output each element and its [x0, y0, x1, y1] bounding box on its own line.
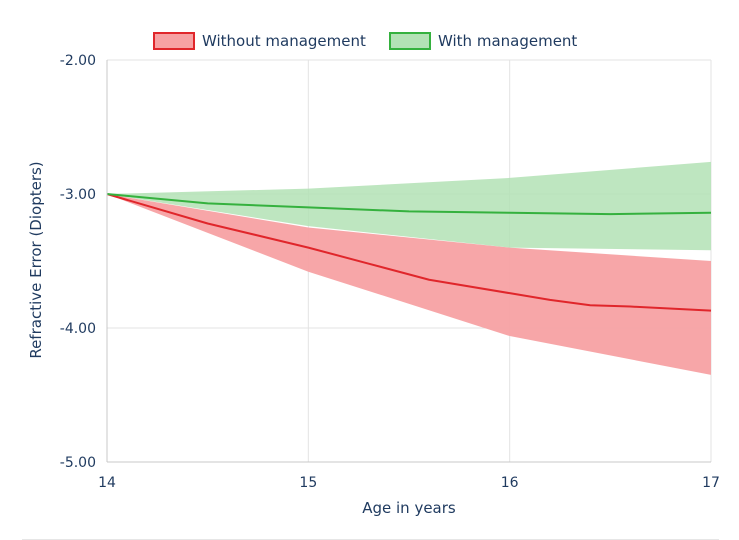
x-tick-label-3: 17: [702, 475, 720, 491]
series-lines: [106, 193, 712, 312]
confidence-bands: [107, 161, 711, 375]
legend-swatch-with-management: [389, 32, 431, 50]
line-series-0: [106, 193, 712, 312]
y-tick-label-1: -3.00: [60, 187, 96, 203]
legend-item-without-management[interactable]: Without management: [153, 32, 366, 50]
y-tick-label-0: -2.00: [60, 53, 96, 69]
legend-label-without-management: Without management: [202, 32, 366, 50]
y-axis-title: Refractive Error (Diopters): [27, 161, 45, 358]
x-tick-label-0: 14: [98, 475, 116, 491]
band-series-0: [107, 194, 711, 375]
legend-item-with-management[interactable]: With management: [389, 32, 577, 50]
x-axis-title: Age in years: [362, 499, 456, 517]
y-tick-label-2: -4.00: [60, 321, 96, 337]
tick-labels: 14 15 16 17 -2.00 -3.00 -4.00 -5.00: [60, 53, 720, 491]
legend-swatch-without-management: [153, 32, 195, 50]
band-series-1: [107, 161, 711, 251]
axes: [106, 60, 711, 463]
legend: Without management With management: [153, 32, 577, 50]
x-tick-label-1: 15: [299, 475, 317, 491]
y-tick-label-3: -5.00: [60, 455, 96, 471]
x-tick-label-2: 16: [501, 475, 519, 491]
line-series-1: [106, 193, 712, 216]
legend-label-with-management: With management: [438, 32, 577, 50]
